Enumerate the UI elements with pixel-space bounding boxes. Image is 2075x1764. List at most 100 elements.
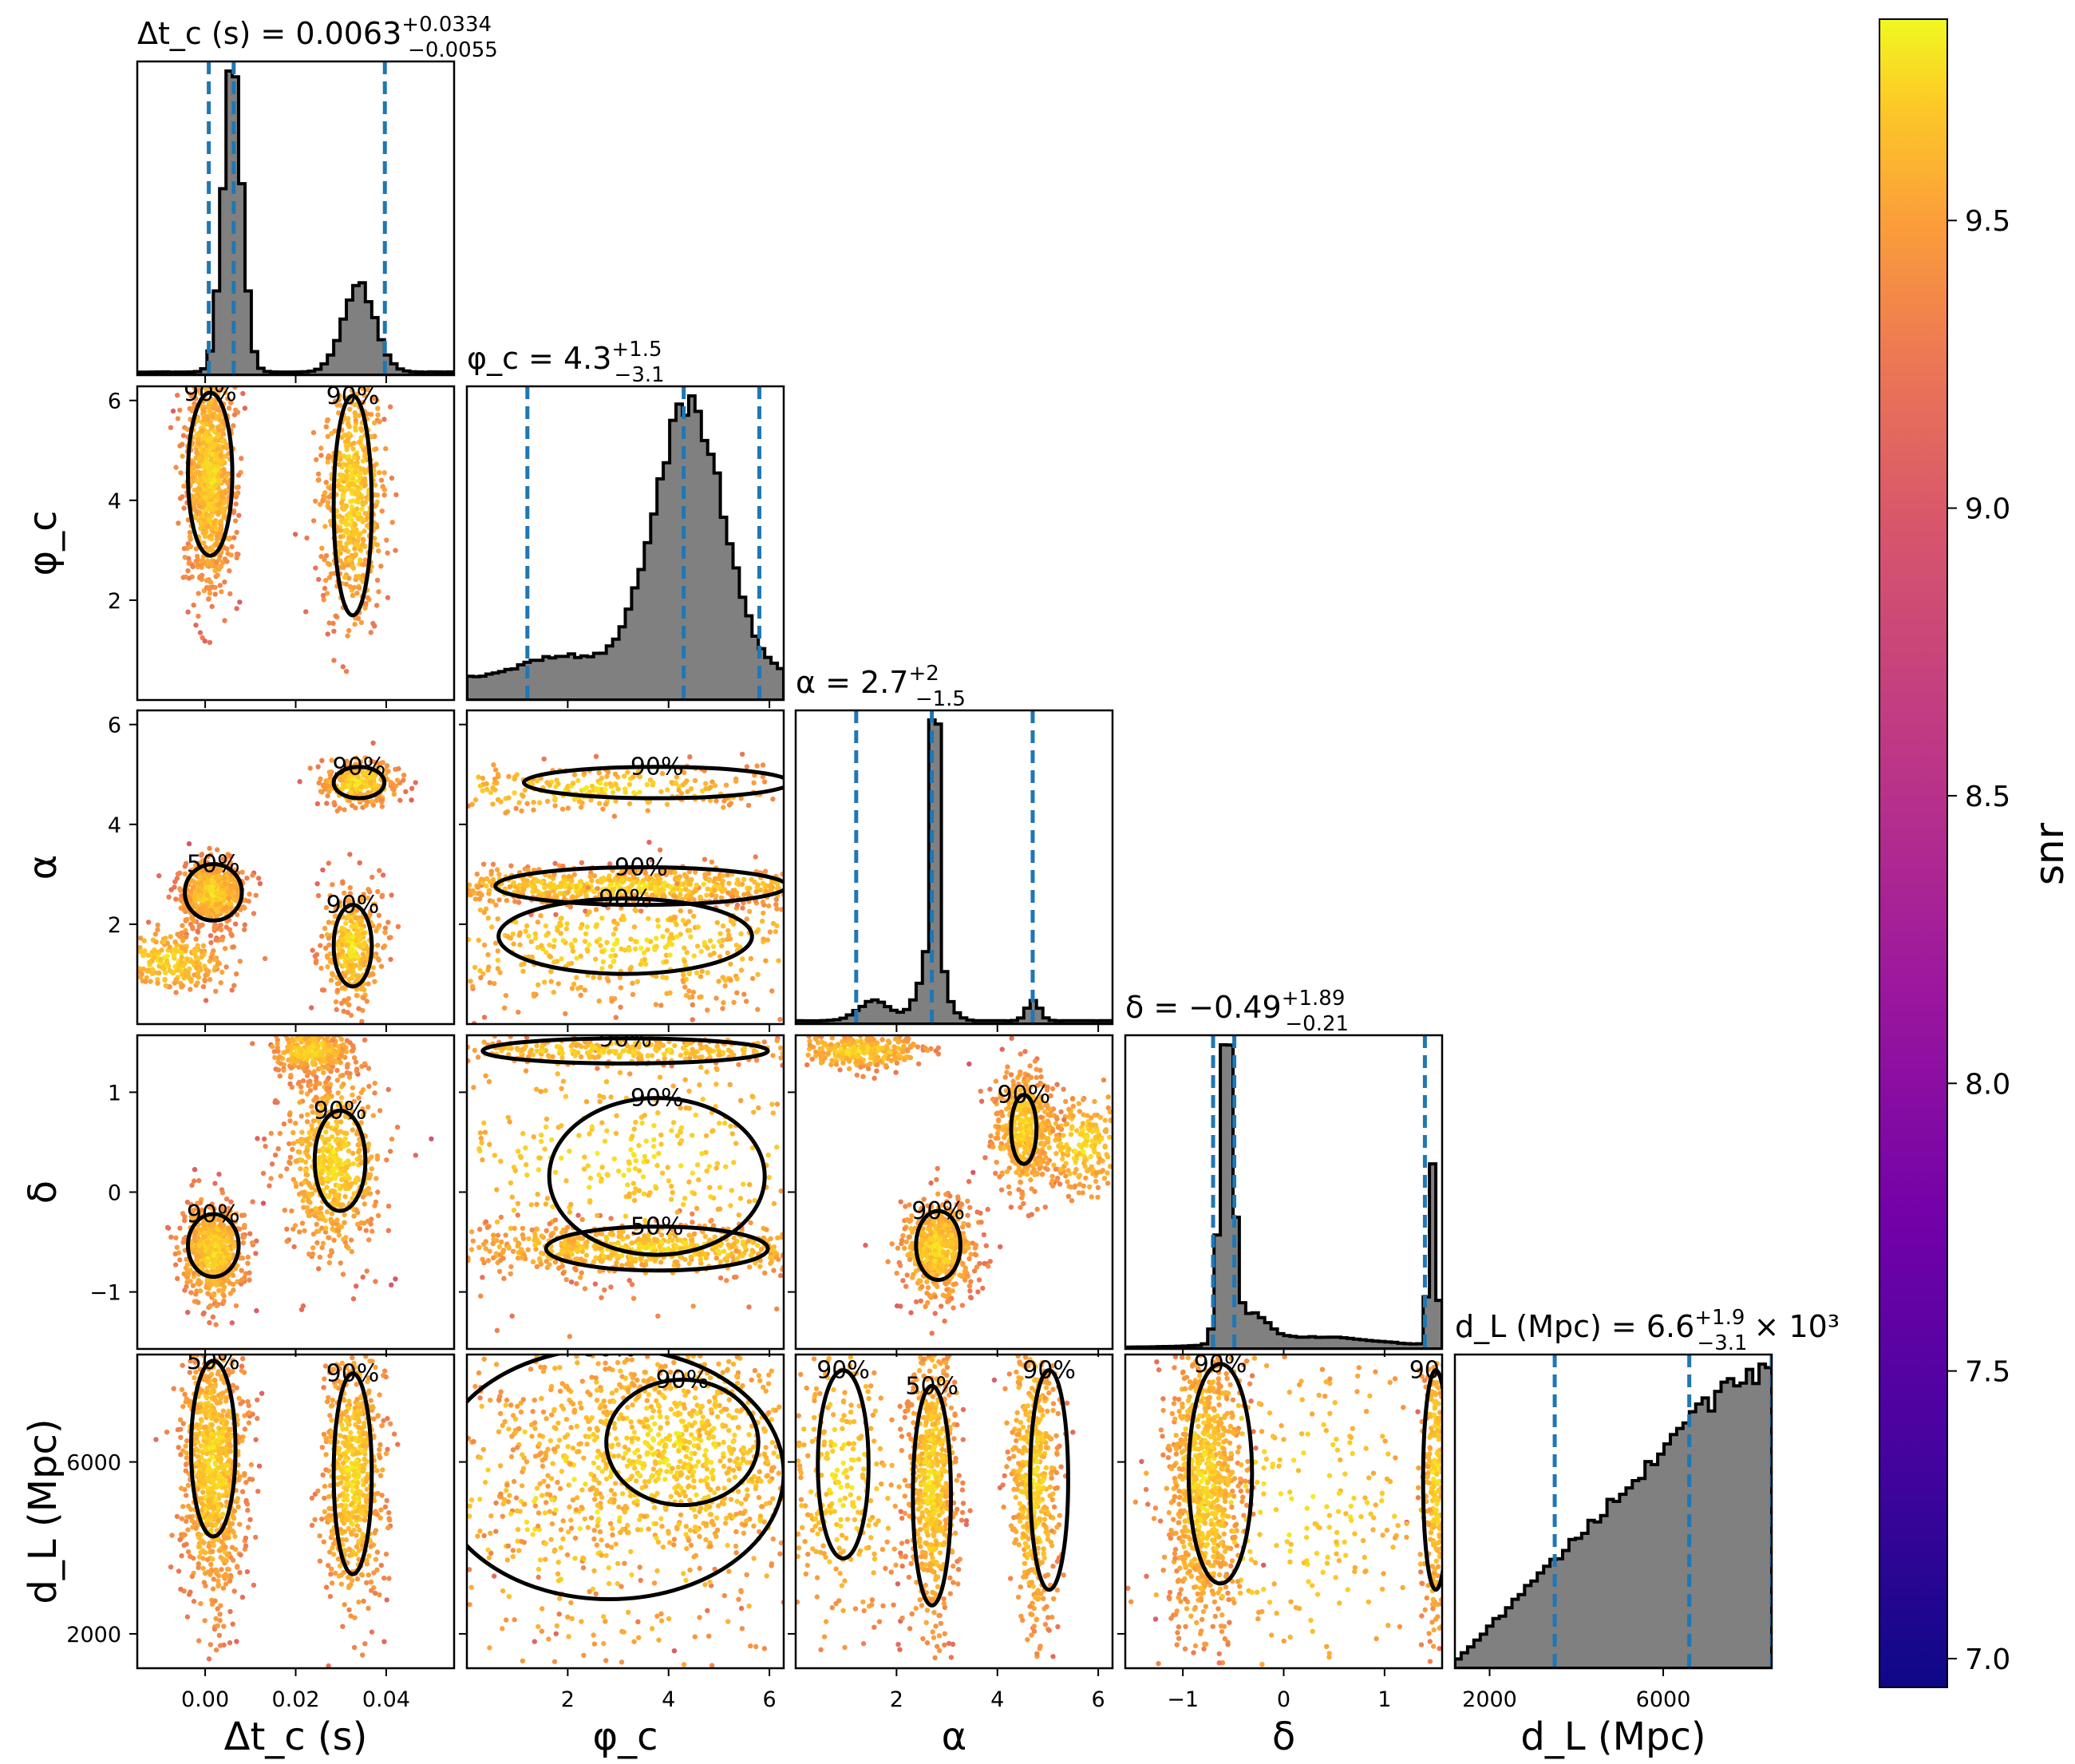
scatter-point [163,935,168,941]
scatter-point [378,963,385,969]
scatter-point [193,623,199,628]
scatter-point [542,884,547,891]
scatter-point [196,975,202,980]
scatter-point [322,585,328,591]
scatter-point [346,976,352,983]
scatter-point [354,464,359,469]
scatter-point [310,1231,317,1237]
scatter-point [327,892,333,899]
scatter-point [591,975,596,980]
scatter-point [603,786,608,793]
scatter-point [474,871,480,877]
scatter-point [642,870,648,876]
scatter-point [607,873,612,879]
scatter-point [354,993,360,999]
scatter-point [361,537,366,543]
scatter-point [302,1068,308,1074]
scatter-point [325,631,330,637]
scatter-point [707,938,713,943]
scatter-point [613,798,619,804]
scatter-point [682,959,687,964]
scatter-point [358,791,363,797]
scatter-point [342,575,348,580]
scatter-point [314,1240,320,1246]
scatter-point [368,908,374,915]
scatter-point [498,799,504,805]
scatter-point [321,597,326,603]
scatter-point [378,564,384,569]
scatter-point [391,791,397,797]
scatter-point [347,406,353,412]
scatter-point [222,618,227,623]
scatter-point [506,795,512,801]
scatter-point [218,519,224,524]
scatter-point [371,774,377,780]
scatter-point [761,779,768,785]
scatter-point [204,884,209,890]
scatter-point [358,759,364,765]
scatter-point [233,492,239,497]
scatter-point [381,417,387,422]
scatter-point [607,963,614,969]
scatter-point [352,522,358,528]
scatter-point [182,864,188,869]
scatter-point [706,877,712,884]
scatter-point [490,785,496,791]
scatter-point [358,784,365,789]
scatter-point [309,1122,314,1129]
scatter-point [325,459,330,465]
scatter-point [167,944,172,950]
scatter-point [553,784,559,789]
scatter-point [358,896,365,902]
scatter-point [777,1017,783,1022]
scatter-point [150,967,156,972]
scatter-point [321,782,326,788]
scatter-point [364,999,370,1004]
scatter-point [196,504,203,509]
scatter-point [593,924,599,930]
scatter-point [189,479,196,485]
scatter-point [306,1252,312,1257]
scatter-point [210,424,215,429]
scatter-point [622,871,627,876]
scatter-point [351,441,357,446]
scatter-point [356,585,362,591]
scatter-point [293,1184,299,1189]
scatter-point [318,943,323,948]
scatter-point [370,1228,375,1234]
scatter-point [759,918,765,924]
scatter-point [346,783,351,789]
scatter-point [235,1279,240,1284]
scatter-point [557,890,563,896]
scatter-point [684,950,690,955]
scatter-point [351,1098,358,1104]
scatter-point [213,527,219,532]
scatter-point [606,978,611,984]
scatter-point [725,950,730,956]
scatter-point [669,931,674,937]
scatter-point [385,1203,392,1209]
scatter-point [192,972,197,978]
scatter-point [331,658,337,663]
scatter-point [682,984,688,990]
scatter-point [357,943,362,949]
scatter-point [382,930,388,935]
scatter-point [330,620,336,627]
scatter-point [363,802,369,809]
scatter-point [682,872,688,879]
scatter-point [217,874,223,880]
scatter-point [375,405,381,411]
scatter-point [191,919,197,924]
scatter-point [231,888,237,894]
scatter-point [314,457,319,463]
scatter-point [584,947,590,952]
scatter-point [468,979,473,984]
scatter-point [762,868,769,874]
scatter-point [645,947,650,952]
scatter-point [376,912,382,918]
scatter-point [611,931,617,937]
scatter-point [193,469,200,475]
scatter-point [770,920,777,927]
scatter-point [346,416,351,421]
scatter-point [517,942,523,947]
